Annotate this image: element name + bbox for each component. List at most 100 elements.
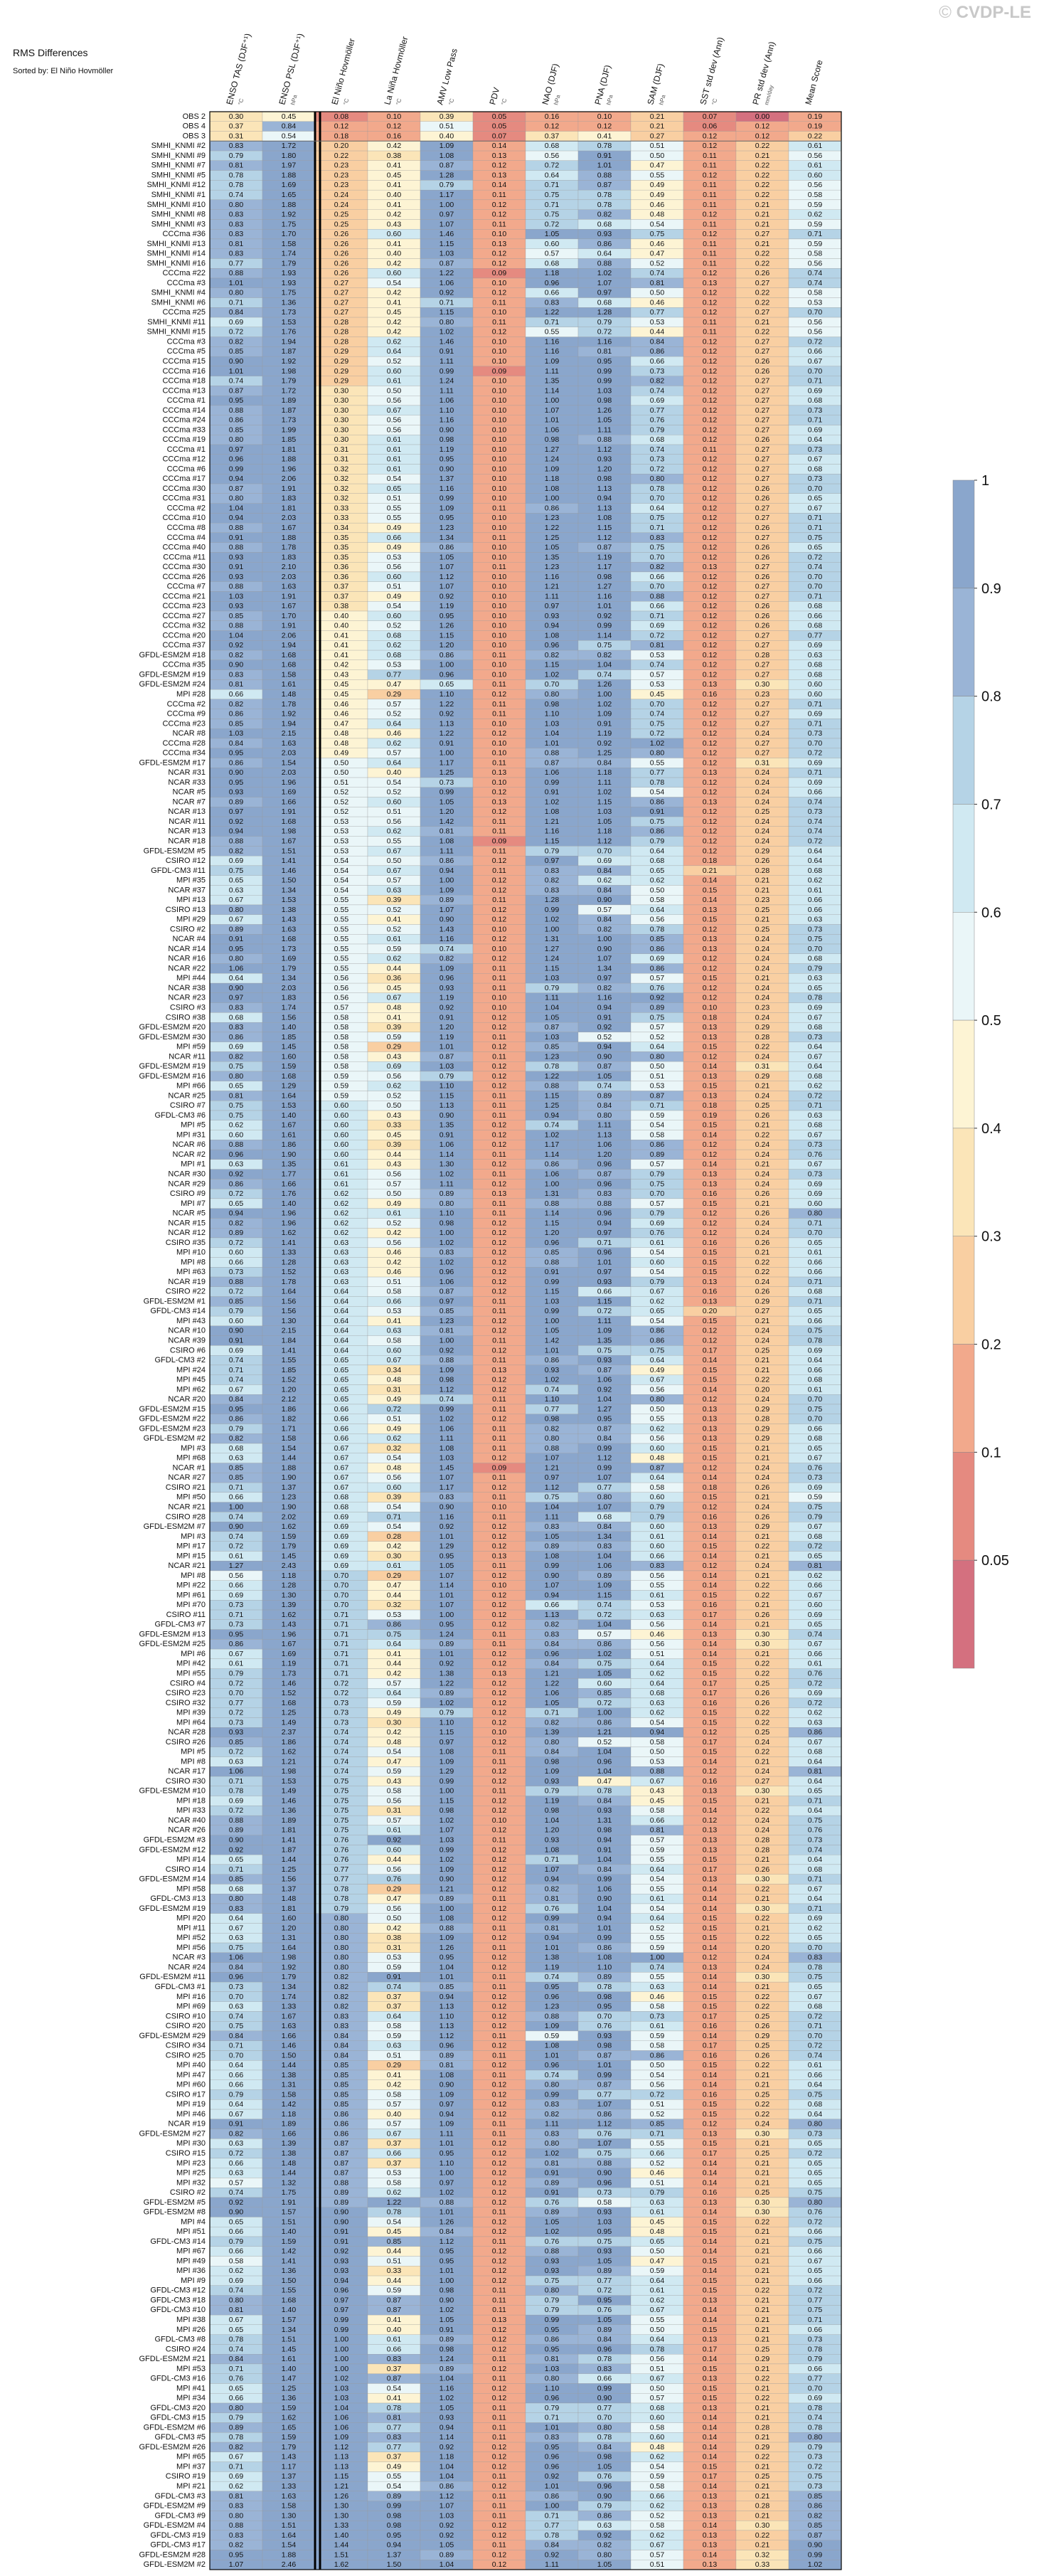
row-label: CSIRO #2 xyxy=(170,925,206,933)
row-label: CCCma #9 xyxy=(167,710,206,719)
cell-value: 0.75 xyxy=(229,1101,244,1110)
cell-value: 1.23 xyxy=(545,1052,560,1061)
cell-value: 0.27 xyxy=(755,279,770,287)
cell-value: 0.56 xyxy=(387,1473,402,1482)
cell-value: 0.52 xyxy=(650,1033,665,1041)
cell-value: 0.75 xyxy=(597,641,612,650)
cell-value: 0.24 xyxy=(755,1219,770,1227)
cell-value: 0.12 xyxy=(492,1013,507,1022)
row-label: NCAR #6 xyxy=(173,1140,206,1149)
cell-value: 1.85 xyxy=(282,1366,297,1374)
cell-value: 0.32 xyxy=(387,1444,402,1453)
cell-value: 0.10 xyxy=(492,622,507,630)
cell-value: 0.35 xyxy=(334,534,349,542)
cell-value: 0.11 xyxy=(492,534,506,542)
cell-value: 0.09 xyxy=(492,1463,507,1472)
cell-value: 1.20 xyxy=(597,1150,612,1159)
cell-value: 0.12 xyxy=(492,1043,507,1051)
cell-value: 0.65 xyxy=(808,494,823,503)
cell-value: 1.06 xyxy=(440,1140,454,1149)
cell-value: 1.11 xyxy=(545,592,559,600)
cell-value: 0.27 xyxy=(755,504,770,512)
cell-value: 0.13 xyxy=(703,1434,718,1443)
cell-value: 0.14 xyxy=(703,1385,718,1394)
cell-value: 0.12 xyxy=(492,1278,507,1286)
cell-value: 0.75 xyxy=(229,1062,244,1071)
cell-value: 0.66 xyxy=(229,690,244,699)
cell-value: 1.35 xyxy=(440,1121,454,1130)
cell-value: 1.92 xyxy=(282,357,297,366)
cell-value: 0.53 xyxy=(650,1082,665,1091)
cell-value: 0.15 xyxy=(703,1268,718,1276)
row-label: CCCma #18 xyxy=(162,377,206,386)
cell-value: 0.12 xyxy=(703,298,718,307)
cell-value: 0.21 xyxy=(755,1160,770,1169)
cell-value: 0.49 xyxy=(387,524,402,532)
cell-value: 0.83 xyxy=(229,1003,244,1012)
cell-value: 0.53 xyxy=(334,847,349,855)
cell-value: 0.55 xyxy=(334,925,349,933)
row-label: GFDL-ESM2M #19 xyxy=(139,1904,206,1913)
cell-value: 0.60 xyxy=(229,1317,244,1325)
cell-value: 0.14 xyxy=(703,1130,718,1139)
cell-value: 0.44 xyxy=(387,964,402,972)
cell-value: 0.92 xyxy=(597,612,612,620)
cell-value: 1.25 xyxy=(440,768,454,777)
row-label: CCCma #2 xyxy=(167,504,206,512)
cell-value: 0.67 xyxy=(334,1473,349,1482)
cell-value: 1.00 xyxy=(440,1337,454,1345)
row-label: GFDL-ESM2M #2 xyxy=(144,2560,206,2569)
cell-value: 0.10 xyxy=(492,406,507,415)
cell-value: 0.21 xyxy=(755,1082,770,1091)
cell-value: 0.47 xyxy=(334,719,349,728)
cell-value: 1.58 xyxy=(282,670,297,679)
cell-value: 1.41 xyxy=(282,857,297,865)
cell-value: 0.15 xyxy=(703,1317,718,1325)
row-label: MPI #13 xyxy=(176,896,206,904)
cell-value: 0.97 xyxy=(597,289,612,297)
cell-value: 0.98 xyxy=(545,1415,560,1424)
cell-value: 0.10 xyxy=(492,279,507,287)
row-label: NCAR #1 xyxy=(173,1463,206,1472)
cell-value: 0.24 xyxy=(755,827,770,836)
cell-value: 1.62 xyxy=(282,1229,297,1237)
cell-value: 0.26 xyxy=(755,612,770,620)
cell-value: 0.80 xyxy=(545,690,560,699)
cell-value: 0.85 xyxy=(545,1043,560,1051)
cell-value: 0.60 xyxy=(334,1101,349,1110)
cell-value: 0.15 xyxy=(703,1258,718,1266)
cell-value: 0.12 xyxy=(703,729,718,738)
cell-value: 0.13 xyxy=(703,563,718,571)
cell-value: 1.22 xyxy=(545,1072,560,1081)
cell-value: 0.96 xyxy=(597,1209,612,1218)
row-label: SMHI_KNMI #2 xyxy=(151,142,206,150)
cell-value: 0.64 xyxy=(808,1043,823,1051)
cell-value: 0.37 xyxy=(334,583,349,591)
cell-value: 0.68 xyxy=(808,396,823,405)
cell-value: 0.68 xyxy=(808,602,823,610)
cell-value: 0.12 xyxy=(703,544,718,552)
cell-value: 1.66 xyxy=(282,1180,297,1188)
row-label: CCCma #26 xyxy=(162,573,206,581)
cell-value: 0.97 xyxy=(545,1473,560,1482)
cell-value: 1.00 xyxy=(545,494,560,503)
cell-value: 0.88 xyxy=(597,259,612,267)
cell-value: 1.83 xyxy=(282,494,297,503)
cell-value: 1.14 xyxy=(545,386,560,395)
cell-value: 1.01 xyxy=(229,367,244,376)
cell-value: 0.29 xyxy=(755,1072,770,1081)
cell-value: 0.62 xyxy=(387,641,402,650)
cell-value: 0.27 xyxy=(650,132,665,140)
cell-value: 0.78 xyxy=(545,1062,560,1071)
cell-value: 0.15 xyxy=(703,1082,718,1091)
cell-value: 0.69 xyxy=(650,622,665,630)
cell-value: 0.24 xyxy=(755,994,770,1002)
cell-value: 1.74 xyxy=(282,250,297,258)
cell-value: 0.15 xyxy=(703,1043,718,1051)
cell-value: 0.24 xyxy=(334,191,349,199)
cell-value: 0.74 xyxy=(808,269,823,277)
cell-value: 0.94 xyxy=(597,1003,612,1012)
row-label: CCCma #25 xyxy=(162,308,206,317)
row-label: MPI #6 xyxy=(181,1650,206,1658)
cell-value: 0.24 xyxy=(755,1473,770,1482)
